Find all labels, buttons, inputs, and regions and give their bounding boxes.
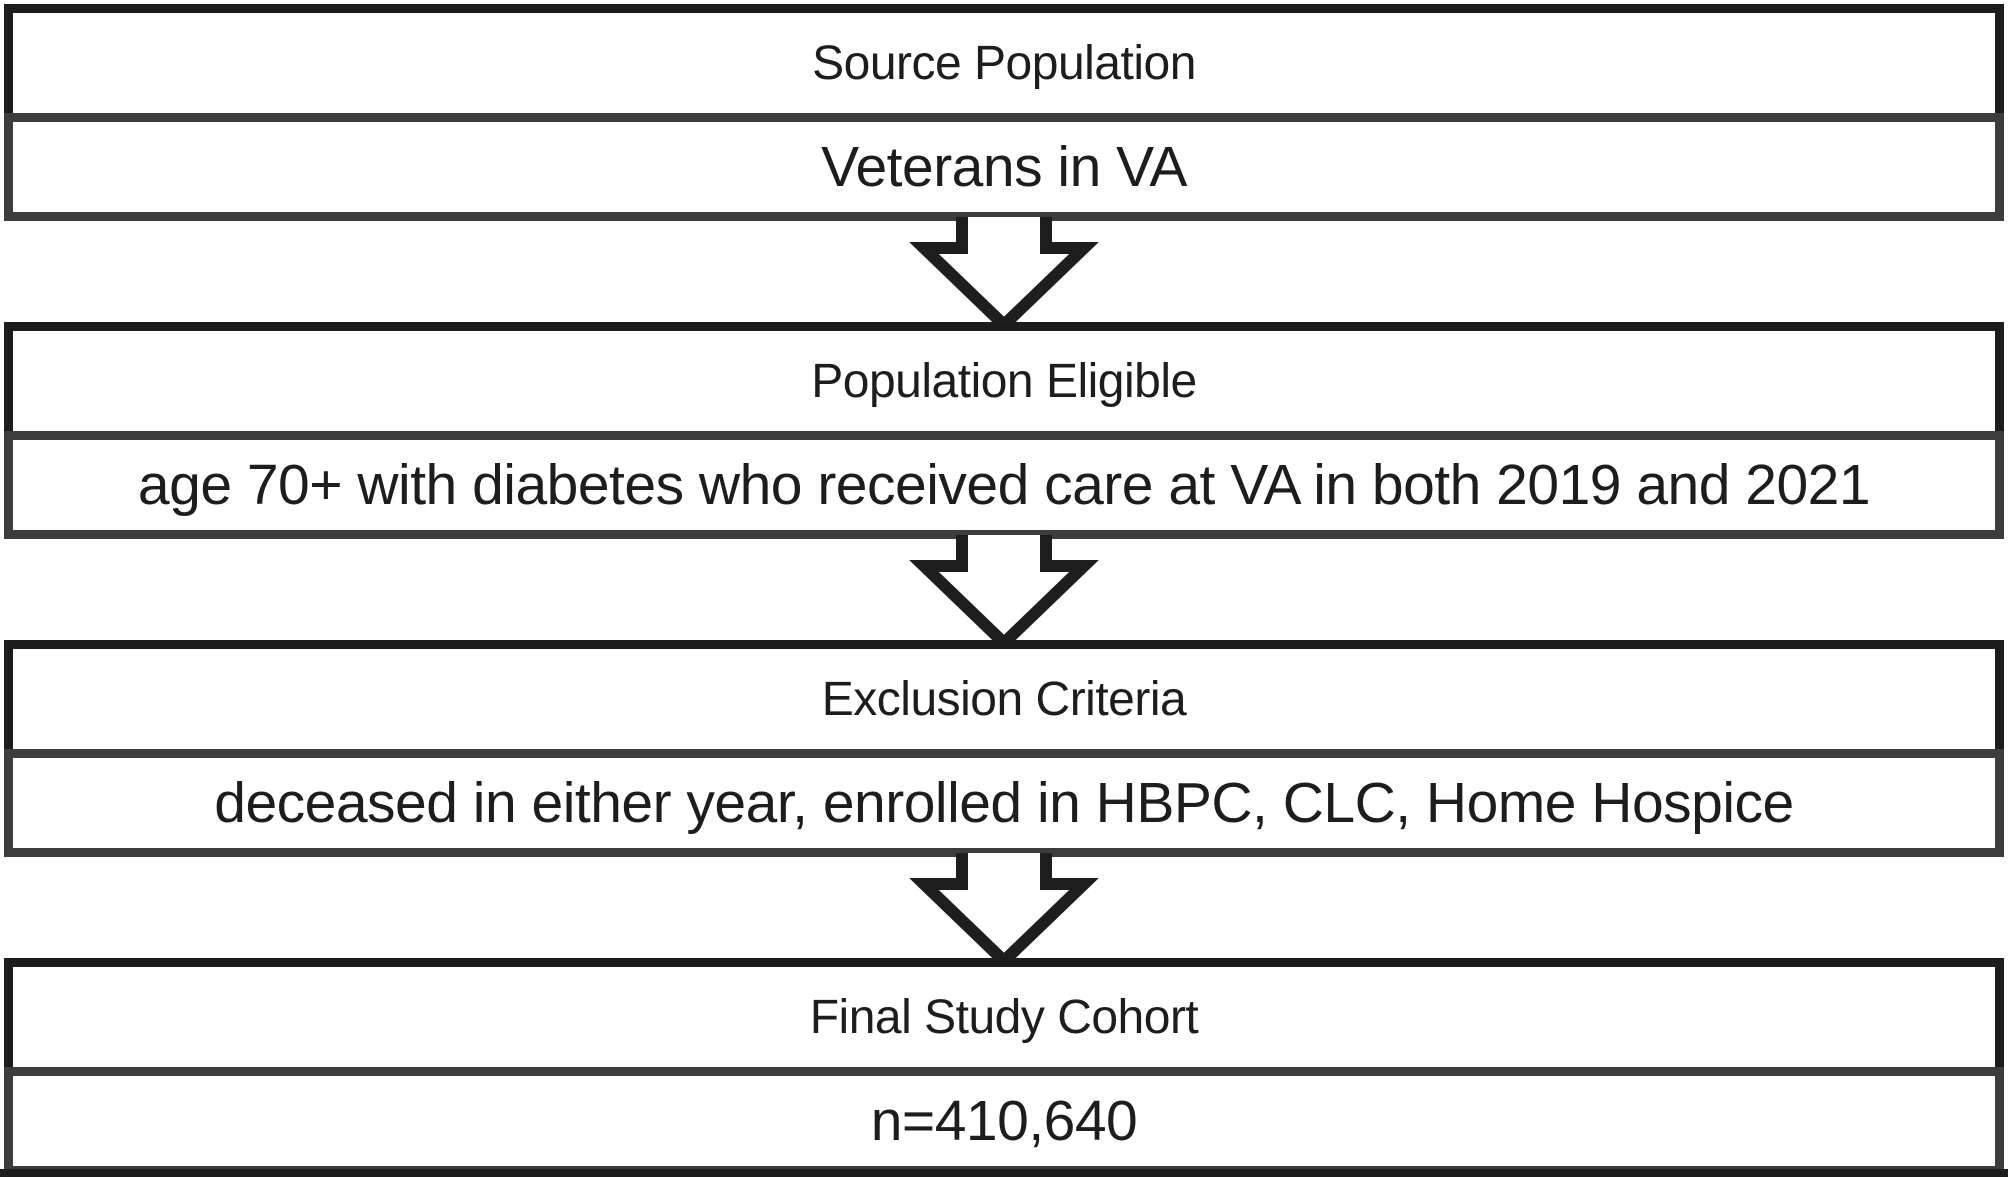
step-detail-label: n=410,640 [870,1089,1138,1153]
step-detail-label: Veterans in VA [821,135,1187,199]
step-title-box: Source Population [4,4,2004,113]
step-title-label: Population Eligible [811,354,1197,408]
flow-step-source-population: Source Population Veterans in VA [4,4,2004,221]
step-title-label: Exclusion Criteria [821,672,1187,726]
step-title-box: Final Study Cohort [4,958,2004,1067]
step-title-box: Population Eligible [4,322,2004,431]
step-detail-box: Veterans in VA [4,113,2004,221]
flow-step-exclusion-criteria: Exclusion Criteria deceased in either ye… [4,640,2004,857]
step-detail-box: deceased in either year, enrolled in HBP… [4,749,2004,857]
step-detail-label: deceased in either year, enrolled in HBP… [214,771,1794,835]
step-title-label: Source Population [812,36,1196,90]
bottom-border-strip [0,1169,2008,1177]
step-title-label: Final Study Cohort [809,990,1199,1044]
step-detail-box: age 70+ with diabetes who received care … [4,431,2004,539]
step-title-box: Exclusion Criteria [4,640,2004,749]
step-detail-label: age 70+ with diabetes who received care … [137,453,1871,517]
flow-step-population-eligible: Population Eligible age 70+ with diabete… [4,322,2004,539]
flow-step-final-study-cohort: Final Study Cohort n=410,640 [4,958,2004,1175]
step-detail-box: n=410,640 [4,1067,2004,1175]
